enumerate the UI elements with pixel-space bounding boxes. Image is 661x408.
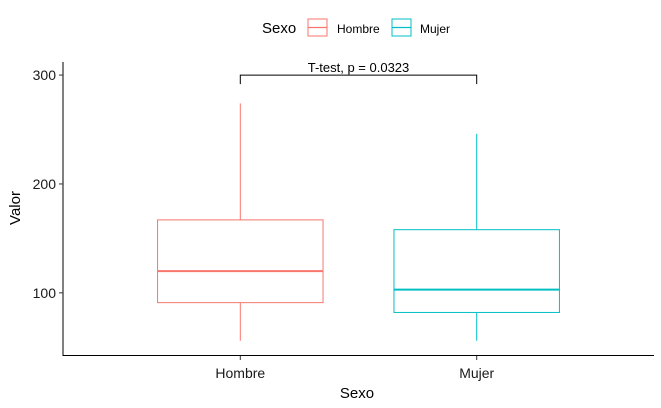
x-tick-label: Mujer xyxy=(459,365,494,381)
legend-title: Sexo xyxy=(262,20,296,37)
significance-label: T-test, p = 0.0323 xyxy=(308,60,410,75)
significance-annotation: T-test, p = 0.0323 xyxy=(239,60,478,85)
box-hombre xyxy=(157,219,324,304)
y-tick-label: 300 xyxy=(33,67,57,83)
legend: Sexo Hombre Mujer xyxy=(262,18,450,37)
box-mujer xyxy=(393,229,560,313)
y-axis-ticks: 100 200 300 xyxy=(33,67,63,301)
legend-item-hombre: Hombre xyxy=(307,18,380,37)
x-axis-title: Sexo xyxy=(340,385,374,402)
y-tick-label: 200 xyxy=(33,176,57,192)
legend-item-mujer: Mujer xyxy=(391,18,450,37)
y-tick-label: 100 xyxy=(33,285,57,301)
significance-bracket xyxy=(239,74,478,85)
legend-label-mujer: Mujer xyxy=(420,22,450,36)
x-axis-ticks: Hombre Mujer xyxy=(215,356,495,381)
x-tick-label: Hombre xyxy=(215,365,265,381)
box-series xyxy=(157,103,560,341)
y-axis-title: Valor xyxy=(7,191,24,225)
legend-label-hombre: Hombre xyxy=(337,22,380,36)
